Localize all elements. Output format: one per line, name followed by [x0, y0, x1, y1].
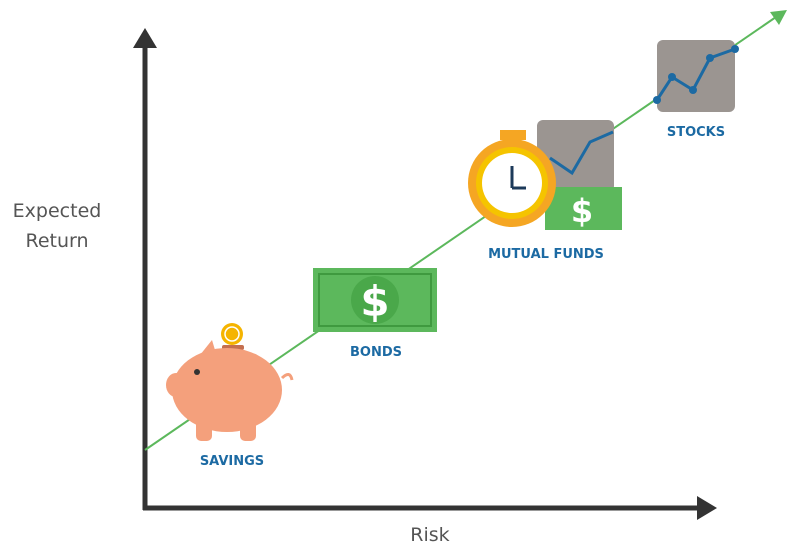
dollar-sign: $	[571, 192, 593, 230]
node-label: STOCKS	[667, 125, 725, 140]
node-label: MUTUAL FUNDS	[488, 247, 604, 262]
y-axis-label: Expected Return	[2, 196, 112, 256]
bond-bill-icon: $	[313, 268, 437, 332]
stocks-icon	[653, 40, 739, 112]
trend-arrow	[770, 10, 787, 25]
x-axis-arrow	[697, 496, 717, 520]
node-label: SAVINGS	[200, 454, 264, 469]
mutual-funds-icon: $	[468, 120, 622, 230]
y-axis-arrow	[133, 28, 157, 48]
node-label: BONDS	[350, 345, 402, 360]
diagram: $ $ SAVINGS BONDS MUTUAL FUNDS STOCKS Ex…	[0, 0, 788, 550]
dollar-sign: $	[360, 277, 389, 326]
diagram-canvas: $ $ SAVINGS BONDS MUTUAL FUNDS STOCKS	[0, 0, 788, 550]
x-axis-label: Risk	[380, 520, 480, 550]
